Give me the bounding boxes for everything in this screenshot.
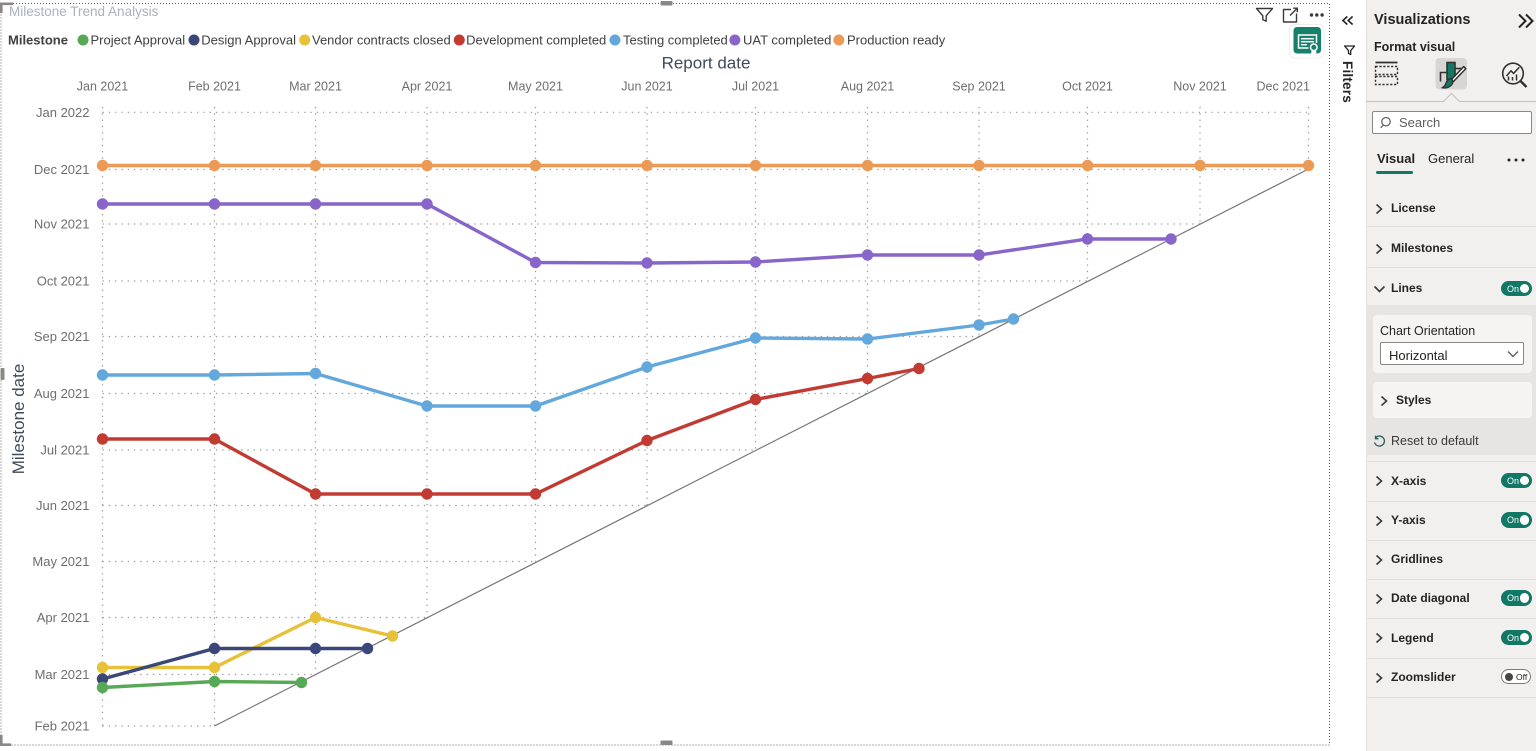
svg-text:Milestone date: Milestone date bbox=[9, 364, 28, 475]
svg-text:Jun 2021: Jun 2021 bbox=[36, 498, 90, 513]
svg-text:Jul 2021: Jul 2021 bbox=[732, 80, 779, 94]
svg-text:Jan 2021: Jan 2021 bbox=[77, 80, 128, 94]
svg-text:Milestone Trend Analysis: Milestone Trend Analysis bbox=[9, 4, 159, 19]
svg-text:Production ready: Production ready bbox=[847, 33, 946, 48]
svg-text:UAT completed: UAT completed bbox=[743, 33, 831, 48]
svg-text:May 2021: May 2021 bbox=[32, 554, 89, 569]
svg-text:Sep 2021: Sep 2021 bbox=[34, 329, 90, 344]
svg-text:Jun 2021: Jun 2021 bbox=[621, 80, 672, 94]
svg-text:Vendor contracts closed: Vendor contracts closed bbox=[312, 33, 451, 48]
svg-text:Oct 2021: Oct 2021 bbox=[1062, 80, 1113, 94]
svg-text:Mar 2021: Mar 2021 bbox=[289, 80, 342, 94]
svg-text:Aug 2021: Aug 2021 bbox=[841, 80, 895, 94]
svg-text:Sep 2021: Sep 2021 bbox=[952, 80, 1006, 94]
svg-text:Project Approval: Project Approval bbox=[91, 33, 186, 48]
svg-text:Dec 2021: Dec 2021 bbox=[1256, 80, 1310, 94]
svg-text:Apr 2021: Apr 2021 bbox=[37, 610, 90, 625]
svg-text:Feb 2021: Feb 2021 bbox=[188, 80, 241, 94]
svg-text:Jan 2022: Jan 2022 bbox=[36, 105, 90, 120]
svg-text:Dec 2021: Dec 2021 bbox=[34, 162, 90, 177]
svg-text:Jul 2021: Jul 2021 bbox=[40, 443, 89, 458]
svg-text:Apr 2021: Apr 2021 bbox=[402, 80, 453, 94]
svg-text:Report date: Report date bbox=[662, 54, 751, 73]
svg-text:Milestone: Milestone bbox=[8, 33, 68, 48]
svg-text:Testing completed: Testing completed bbox=[623, 33, 728, 48]
svg-text:Oct 2021: Oct 2021 bbox=[37, 274, 90, 289]
svg-text:Design Approval: Design Approval bbox=[201, 33, 296, 48]
svg-text:May 2021: May 2021 bbox=[508, 80, 563, 94]
svg-text:Nov 2021: Nov 2021 bbox=[34, 217, 90, 232]
svg-text:Development completed: Development completed bbox=[466, 33, 606, 48]
svg-text:Feb 2021: Feb 2021 bbox=[35, 719, 90, 734]
svg-text:Aug 2021: Aug 2021 bbox=[34, 386, 90, 401]
svg-text:Mar 2021: Mar 2021 bbox=[35, 667, 90, 682]
svg-text:Nov 2021: Nov 2021 bbox=[1173, 80, 1227, 94]
